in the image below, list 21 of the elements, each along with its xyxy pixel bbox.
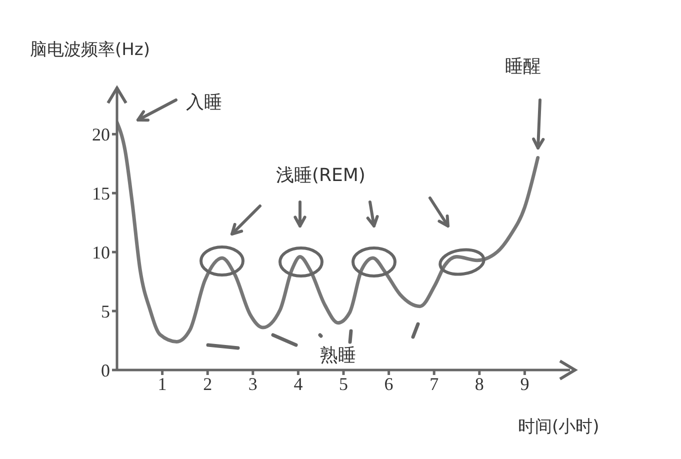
y-tick-label: 5 xyxy=(101,301,110,322)
annotation: 入睡 xyxy=(186,91,222,114)
line-series xyxy=(117,120,540,344)
y-tick-label: 0 xyxy=(101,360,110,380)
x-tick-label: 8 xyxy=(474,374,484,394)
x-tick-label: 7 xyxy=(430,374,439,394)
y-tick-label: 10 xyxy=(92,242,110,262)
x-tick-label: 1 xyxy=(158,374,167,394)
annotation: 浅睡(REM) xyxy=(276,164,366,187)
x-tick-label: 2 xyxy=(203,374,212,394)
annotation: 熟睡 xyxy=(320,344,356,367)
y-tick-label: 20 xyxy=(92,124,110,145)
x-tick-label: 5 xyxy=(339,374,348,394)
y-tick-label: 15 xyxy=(92,184,110,204)
x-tick-label: 6 xyxy=(384,374,394,394)
x-axis-title: 时间(小时) xyxy=(518,416,600,438)
y-axis-title: 脑电波频率(Hz) xyxy=(30,39,150,61)
x-tick-label: 9 xyxy=(520,374,530,394)
x-tick-label: 4 xyxy=(294,374,303,394)
x-tick-label: 3 xyxy=(248,374,258,394)
text: 睡醒 xyxy=(505,55,541,78)
